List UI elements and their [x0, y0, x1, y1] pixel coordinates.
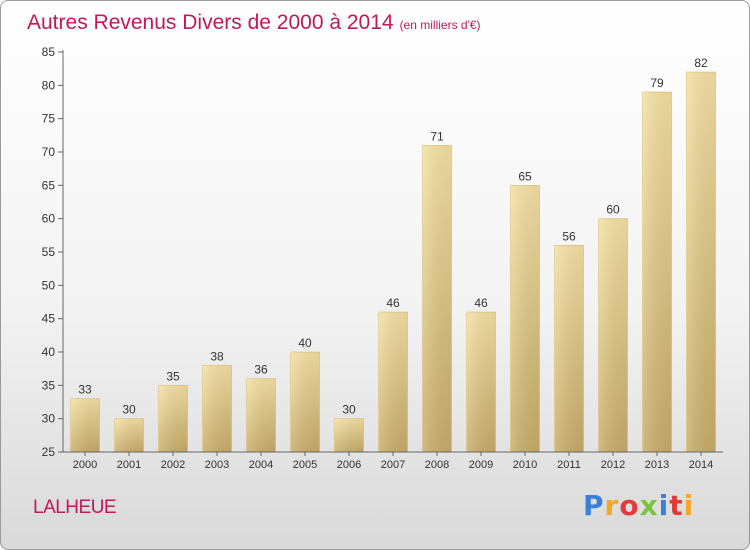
x-tick-label-2009: 2009 — [469, 459, 493, 471]
value-label-2000: 33 — [78, 383, 92, 397]
value-label-2013: 79 — [650, 76, 664, 90]
y-tick-label-25: 25 — [42, 445, 56, 459]
bar-shade-2010 — [510, 185, 540, 453]
y-tick-label-30: 30 — [42, 412, 56, 426]
x-tick-label-2005: 2005 — [293, 459, 317, 471]
bar-shade-2005 — [290, 352, 320, 452]
bar-shade-2001 — [114, 418, 144, 452]
x-tick-label-2010: 2010 — [513, 459, 537, 471]
x-tick-label-2007: 2007 — [381, 459, 405, 471]
value-label-2014: 82 — [694, 56, 708, 70]
axes-group: 2000 2001 2002 2003 2004 2005 2006 2007 2008 2009… — [42, 45, 723, 471]
x-tick-label-2000: 2000 — [73, 459, 97, 471]
bar-shade-2007 — [378, 312, 408, 452]
x-tick-label-2001: 2001 — [117, 459, 141, 471]
value-label-2006: 30 — [342, 403, 356, 417]
value-label-2002: 35 — [166, 369, 180, 383]
bar-shade-2013 — [642, 92, 672, 452]
value-label-2007: 46 — [386, 296, 400, 310]
y-tick-label-65: 65 — [42, 178, 56, 192]
y-tick-label-85: 85 — [42, 45, 56, 59]
x-tick-label-2003: 2003 — [205, 459, 229, 471]
y-tick-label-35: 35 — [42, 378, 56, 392]
proxiti-logo: Proxiti — [583, 489, 695, 522]
value-label-2011: 56 — [562, 229, 576, 243]
x-tick-label-2013: 2013 — [645, 459, 669, 471]
bar-shade-2009 — [466, 312, 496, 452]
y-tick-label-80: 80 — [42, 78, 56, 92]
x-tick-label-2006: 2006 — [337, 459, 361, 471]
x-tick-label-2014: 2014 — [689, 459, 713, 471]
bars-group: 33 30 35 38 36 40 30 46 71 46 65 56 60 79 82 — [70, 56, 716, 453]
x-tick-label-2011: 2011 — [557, 459, 581, 471]
bar-shade-2014 — [686, 72, 716, 452]
bar-shade-2003 — [202, 365, 232, 452]
value-label-2012: 60 — [606, 203, 620, 217]
y-tick-label-70: 70 — [42, 145, 56, 159]
y-tick-label-55: 55 — [42, 245, 56, 259]
bar-shade-2002 — [158, 385, 188, 452]
value-label-2004: 36 — [254, 363, 268, 377]
value-label-2001: 30 — [122, 403, 136, 417]
chart-subtitle: (en milliers d'€) — [399, 18, 481, 32]
bar-shade-2012 — [598, 218, 628, 452]
bar-shade-2004 — [246, 378, 276, 452]
x-tick-label-2002: 2002 — [161, 459, 185, 471]
value-label-2003: 38 — [210, 349, 224, 363]
value-label-2010: 65 — [518, 169, 532, 183]
bar-shade-2008 — [422, 145, 452, 453]
bar-shade-2000 — [70, 398, 100, 452]
y-tick-label-75: 75 — [42, 112, 56, 126]
chart-title-text: Autres Revenus Divers de 2000 à 2014 — [27, 11, 394, 34]
y-tick-label-50: 50 — [42, 278, 56, 292]
y-tick-label-60: 60 — [42, 212, 56, 226]
value-label-2009: 46 — [474, 296, 488, 310]
x-tick-label-2004: 2004 — [249, 459, 273, 471]
x-tick-label-2012: 2012 — [601, 459, 625, 471]
y-tick-label-45: 45 — [42, 312, 56, 326]
commune-name: LALHEUE — [33, 497, 117, 518]
value-label-2005: 40 — [298, 336, 312, 350]
x-tick-label-2008: 2008 — [425, 459, 449, 471]
chart-title: Autres Revenus Divers de 2000 à 2014 (en … — [27, 11, 481, 35]
y-tick-label-40: 40 — [42, 345, 56, 359]
value-label-2008: 71 — [430, 129, 444, 143]
bar-shade-2011 — [554, 245, 584, 452]
bar-shade-2006 — [334, 418, 364, 452]
